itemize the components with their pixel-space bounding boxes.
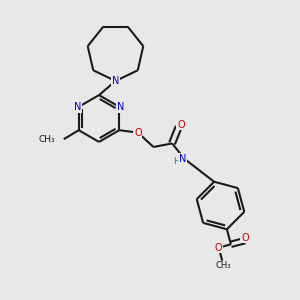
Text: N: N [178, 154, 186, 164]
Text: H: H [173, 157, 180, 166]
Text: CH₃: CH₃ [216, 261, 231, 270]
Text: O: O [241, 232, 249, 243]
Text: N: N [112, 76, 119, 86]
Text: O: O [134, 128, 142, 138]
Text: O: O [215, 243, 223, 253]
Text: N: N [74, 102, 81, 112]
Text: O: O [177, 119, 185, 130]
Text: CH₃: CH₃ [39, 135, 55, 144]
Text: N: N [117, 102, 124, 112]
